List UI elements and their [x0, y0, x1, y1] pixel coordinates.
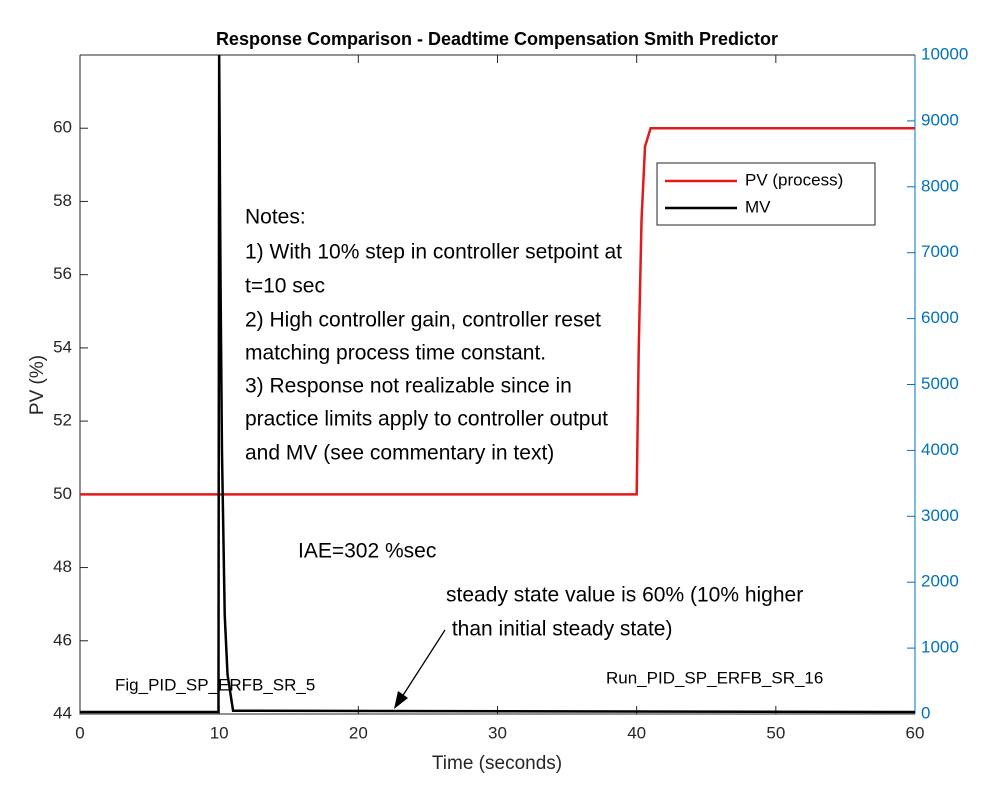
y-axis-label: PV (%): [27, 355, 48, 415]
x-tick-label: 60: [906, 723, 925, 742]
legend-label: MV: [745, 197, 771, 216]
annotation: 3) Response not realizable since in: [245, 375, 572, 398]
series-line: [80, 126, 915, 496]
arrow-head: [394, 691, 408, 709]
series-line: [80, 55, 915, 714]
y-tick-label: 58: [53, 191, 72, 210]
annotation: Notes:: [245, 206, 306, 229]
x-axis-label: Time (seconds): [432, 753, 562, 774]
x-tick-label: 0: [75, 723, 84, 742]
arrow: [399, 629, 446, 701]
y2-tick-label: 4000: [921, 440, 959, 459]
legend-label: PV (process): [745, 170, 843, 189]
y-tick-label: 54: [53, 337, 72, 356]
annotation: steady state value is 60% (10% higher: [446, 584, 803, 607]
y-tick-label: 50: [53, 484, 72, 503]
annotation: 2) High controller gain, controller rese…: [245, 309, 601, 332]
y2-tick-label: 9000: [921, 110, 959, 129]
axis-frame: [79, 55, 915, 715]
y2-tick-label: 1000: [921, 638, 959, 657]
y2-tick-label: 10000: [921, 44, 968, 63]
x-tick-label: 50: [766, 723, 785, 742]
y-tick-label: 44: [53, 703, 72, 722]
annotation: Fig_PID_SP_ERFB_SR_5: [115, 675, 315, 694]
y2-tick-label: 8000: [921, 176, 959, 195]
y2-tick-label: 0: [921, 703, 930, 722]
annotation: practice limits apply to controller outp…: [245, 408, 608, 431]
x-tick-label: 10: [210, 723, 229, 742]
y-tick-label: 46: [53, 630, 72, 649]
annotation: Run_PID_SP_ERFB_SR_16: [606, 668, 823, 687]
y2-tick-label: 6000: [921, 308, 959, 327]
annotation: t=10 sec: [245, 275, 325, 298]
plot-lines: [80, 55, 915, 714]
y2-tick-label: 7000: [921, 242, 959, 261]
annotation: than initial steady state): [446, 618, 672, 641]
y2-tick-label: 3000: [921, 506, 959, 525]
annotation: 1) With 10% step in controller setpoint …: [245, 241, 622, 264]
y-tick-label: 48: [53, 557, 72, 576]
annotation: and MV (see commentary in text): [245, 442, 554, 465]
x-tick-label: 30: [488, 723, 507, 742]
chart-title: Response Comparison - Deadtime Compensat…: [216, 29, 778, 49]
y2-tick-label: 5000: [921, 374, 959, 393]
x-tick-label: 40: [627, 723, 646, 742]
annotation: matching process time constant.: [245, 342, 546, 365]
y-tick-label: 60: [53, 118, 72, 137]
annotation: IAE=302 %sec: [298, 540, 436, 563]
x-tick-label: 20: [349, 723, 368, 742]
y-tick-label: 56: [53, 264, 72, 283]
legend-box: [656, 162, 876, 226]
y-tick-label: 52: [53, 411, 72, 430]
y2-tick-label: 2000: [921, 572, 959, 591]
